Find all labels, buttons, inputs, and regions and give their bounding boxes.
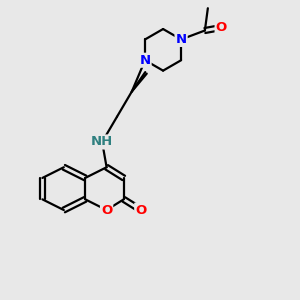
Text: N: N bbox=[140, 54, 151, 67]
Text: N: N bbox=[176, 33, 187, 46]
Text: NH: NH bbox=[91, 136, 113, 148]
Text: O: O bbox=[135, 203, 146, 217]
Text: O: O bbox=[216, 21, 227, 34]
Text: O: O bbox=[101, 203, 112, 217]
